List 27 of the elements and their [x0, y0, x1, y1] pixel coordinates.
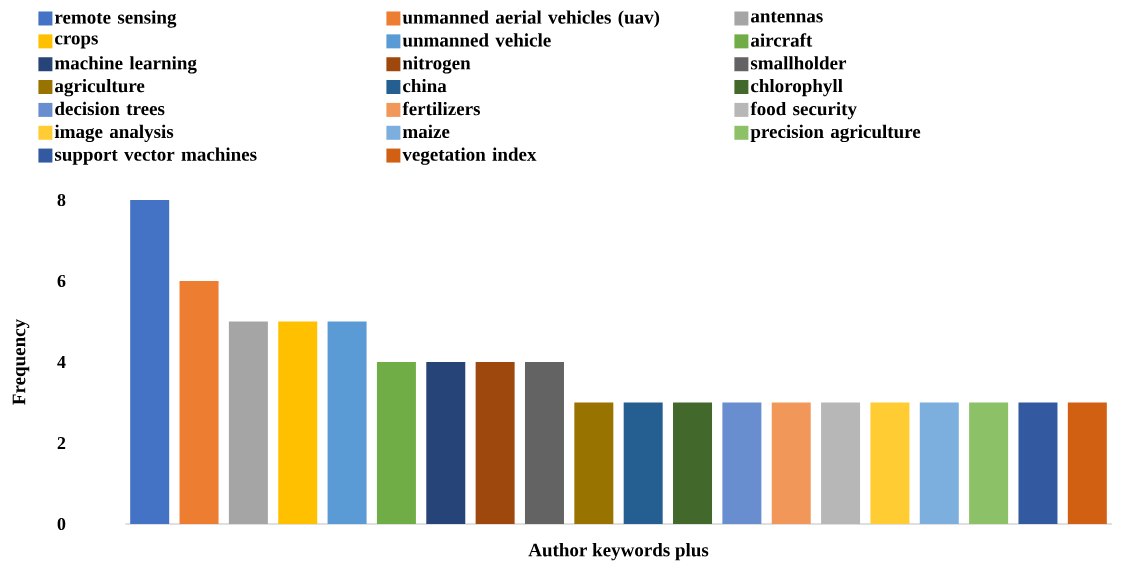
x-axis-title: Author keywords plus — [528, 543, 709, 561]
legend-label: precision agriculture — [750, 124, 921, 143]
legend-label: image analysis — [54, 124, 174, 143]
y-tick-label: 6 — [57, 274, 66, 288]
legend-label: nitrogen — [402, 56, 471, 74]
legend-label: support vector machines — [54, 147, 257, 165]
legend-label: decision trees — [55, 101, 165, 116]
legend-label: smallholder — [750, 56, 847, 70]
legend-label: remote sensing — [54, 10, 177, 28]
legend-label: unmanned vehicle — [402, 33, 551, 47]
legend-label: china — [403, 78, 447, 93]
y-tick-label: 0 — [57, 517, 66, 531]
legend-label: agriculture — [55, 78, 145, 97]
legend-label: antennas — [751, 11, 823, 23]
legend-label: aircraft — [751, 33, 813, 47]
legend-label: food security — [750, 101, 857, 120]
y-axis-title: Frequency — [12, 319, 30, 405]
y-tick-label: 8 — [57, 193, 66, 207]
y-tick-label: 2 — [57, 437, 66, 449]
legend-label: machine learning — [54, 56, 197, 74]
legend-label: unmanned aerial vehicles (uav) — [402, 10, 660, 28]
legend-label: vegetation index — [402, 147, 537, 165]
legend-label: crops — [55, 35, 98, 49]
legend-label: maize — [402, 124, 450, 139]
y-tick-label: 4 — [57, 356, 66, 368]
legend-label: chlorophyll — [751, 78, 843, 97]
legend-label: fertilizers — [402, 101, 481, 116]
